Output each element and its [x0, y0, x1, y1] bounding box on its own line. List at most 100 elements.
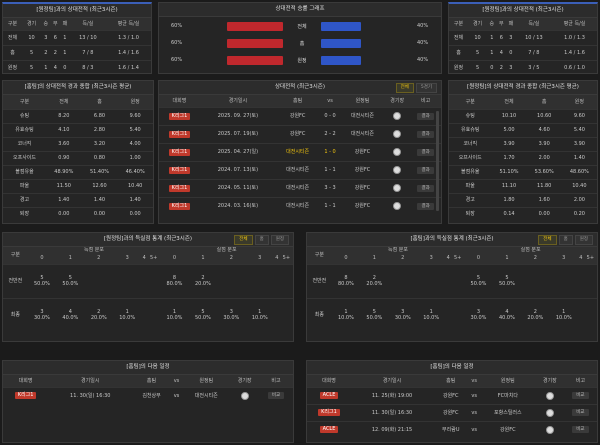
panel-title: [원정팀]과의 상대전적 (최근3시즌) — [449, 4, 597, 18]
fixture-row[interactable]: ACLE 12. 09(화) 21:15 부리람U vs 강원FC 비교 — [307, 420, 597, 438]
goal-count-header: 5+ — [279, 253, 293, 264]
match-row[interactable]: K리그1 2025. 09. 27(토) 강원FC 0 - 0 대전시티즌 결과 — [159, 106, 441, 125]
table-cell: 4.00 — [117, 136, 153, 151]
fixture-row[interactable]: ACLE 11. 25(화) 19:00 강원FC vs FC마치다 비교 — [307, 386, 597, 404]
result-button[interactable]: 결과 — [417, 112, 434, 120]
result-button[interactable]: 결과 — [417, 148, 434, 156]
table-cell: 1.3 / 1.0 — [106, 29, 151, 45]
vs-label: vs — [170, 386, 183, 404]
goal-count-header: 3 — [112, 253, 142, 264]
distribution-cell — [141, 263, 148, 298]
table-cell: 5 — [468, 59, 488, 75]
away-team: 대전시티즌 — [182, 386, 231, 404]
panel-title: [원정팀]과의 득실점 통계 (최근3시즌) 전체 홈 원정 — [3, 233, 293, 247]
column-header: 경기장 — [535, 375, 564, 387]
distribution-cell — [577, 297, 584, 332]
table-cell: 6 — [496, 29, 507, 45]
away-team: 강원FC — [340, 196, 385, 215]
table-row: 유효슈팅 4.10 2.80 5.40 — [3, 122, 153, 137]
note-cell: 결과 — [410, 124, 441, 143]
column-header: 실점 분포 — [464, 247, 597, 253]
table-cell: 11.80 — [526, 178, 562, 193]
panel-title: 상대전적 (최근3시즌) 전체 5경기 — [159, 81, 441, 95]
h2h-away-panel: [원정팀]과의 상대전적 (최근3시즌) 구분 경기 승 무 패 득/실 평균 득/실 전체 1… — [448, 2, 598, 75]
table-cell: 10.60 — [526, 108, 562, 123]
compare-button[interactable]: 비교 — [572, 392, 589, 399]
vs-label: vs — [468, 403, 480, 421]
compare-button[interactable]: 비교 — [572, 426, 589, 434]
stadium-cell — [230, 386, 260, 404]
goal-count-header: 0 — [160, 253, 189, 264]
avg-home-table: 구분 전체 홈 원정 슈팅 8.20 6.80 9.60 유효슈팅 4.10 2.80 5.40 코너킥… — [3, 95, 153, 221]
h2h-home-panel: [원정팀]과의 상대전적 (최근3시즌) 구분 경기 승 무 패 득/실 평균 득/실 전체 1… — [2, 2, 152, 75]
tab-home[interactable]: 홈 — [254, 235, 269, 245]
away-bar — [321, 56, 361, 65]
league-cell: K리그1 — [159, 160, 200, 179]
table-cell: 13 / 10 — [69, 29, 107, 45]
table-cell: 4.10 — [46, 122, 82, 137]
column-header: 경기일시 — [351, 375, 434, 387]
distribution-cell — [273, 297, 280, 332]
match-row[interactable]: K리그1 2024. 05. 11(토) 대전시티즌 3 - 3 강원FC 결과 — [159, 178, 441, 197]
goal-count-header: 3 — [245, 253, 274, 264]
scrollbar[interactable] — [436, 111, 439, 211]
result-button[interactable]: 결과 — [417, 202, 434, 210]
column-header: 무 — [496, 18, 507, 30]
tab-5games[interactable]: 5경기 — [415, 83, 437, 93]
goal-count-header: 2 — [84, 253, 113, 264]
tab-all[interactable]: 전체 — [395, 83, 414, 93]
column-header: 대회명 — [307, 375, 351, 387]
tab-away[interactable]: 원정 — [270, 235, 289, 245]
stadium-icon — [393, 112, 402, 120]
column-header: 패 — [60, 18, 70, 30]
table-cell: 3.90 — [526, 136, 562, 151]
distribution-cell: 3 30.0% — [388, 297, 417, 332]
result-button[interactable]: 결과 — [417, 130, 434, 138]
note-cell: 비교 — [563, 403, 597, 421]
table-cell: 0 — [487, 59, 497, 75]
table-cell: 51.40% — [81, 164, 118, 179]
away-bar — [321, 22, 361, 31]
row-label: 오프사이드 — [3, 150, 47, 165]
column-header: 경기 — [468, 18, 488, 30]
result-button[interactable]: 결과 — [417, 184, 434, 192]
column-header: 승 — [41, 18, 51, 30]
distribution-cell: 3 30.0% — [464, 297, 493, 332]
distribution-cell: 5 50.0% — [27, 263, 57, 298]
column-header: 구분 — [3, 247, 28, 264]
table-cell: 6.80 — [81, 108, 118, 123]
panel-title: [홈팀]의 다음 일정 — [3, 361, 293, 375]
fixture-row[interactable]: K리그1 11. 30(일) 16:30 김천상무 vs 대전시티즌 비교 — [3, 386, 293, 404]
tab-home[interactable]: 홈 — [558, 235, 573, 245]
compare-button[interactable]: 비교 — [267, 392, 285, 400]
row-label: 코너킥 — [449, 136, 492, 151]
stadium-icon — [240, 391, 249, 400]
next-away-panel: [홈팀]의 다음 일정 대회명 경기일시 홈팀 vs 원정팀 경기장 비고 ACLE 11. 2… — [306, 360, 598, 443]
table-row: 경고 1.80 1.60 2.00 — [449, 192, 597, 207]
tab-all[interactable]: 전체 — [234, 235, 253, 245]
match-row[interactable]: K리그1 2024. 03. 16(토) 대전시티즌 1 - 1 강원FC 결과 — [159, 196, 441, 215]
row-label: 볼점유율 — [449, 164, 492, 179]
tab-away[interactable]: 원정 — [574, 235, 593, 245]
column-header: vs — [319, 95, 341, 107]
compare-button[interactable]: 비교 — [572, 409, 589, 416]
fixture-row[interactable]: K리그1 11. 30(일) 16:30 강원FC vs 포항스틸러스 비교 — [307, 403, 597, 421]
table-cell: 0 — [506, 44, 516, 60]
match-row[interactable]: K리그1 2025. 04. 27(일) 대전시티즌 1 - 0 강원FC 결과 — [159, 142, 441, 161]
tab-all[interactable]: 전체 — [538, 235, 557, 245]
home-team: 대전시티즌 — [275, 160, 320, 179]
result-button[interactable]: 결과 — [417, 166, 434, 174]
column-header: 구분 — [3, 18, 23, 30]
goals-home-title: [원정팀]과의 득실점 통계 (최근3시즌) — [103, 236, 193, 242]
home-pct: 60% — [171, 23, 183, 29]
match-row[interactable]: K리그1 2024. 07. 13(토) 대전시티즌 1 - 1 강원FC 결과 — [159, 160, 441, 179]
table-row: 유효슈팅 5.00 4.60 5.40 — [449, 122, 597, 137]
column-header: 홈팀 — [275, 95, 320, 107]
distribution-cell — [521, 263, 550, 298]
match-row[interactable]: K리그1 2025. 07. 19(토) 강원FC 2 - 2 대전시티즌 결과 — [159, 124, 441, 143]
league-cell: K리그1 — [307, 403, 351, 421]
column-header: 원정 — [561, 95, 597, 109]
table-cell: 6 — [50, 29, 61, 45]
table-cell: 3 — [506, 29, 516, 45]
header-row: 구분 전체 홈 원정 — [449, 95, 597, 109]
